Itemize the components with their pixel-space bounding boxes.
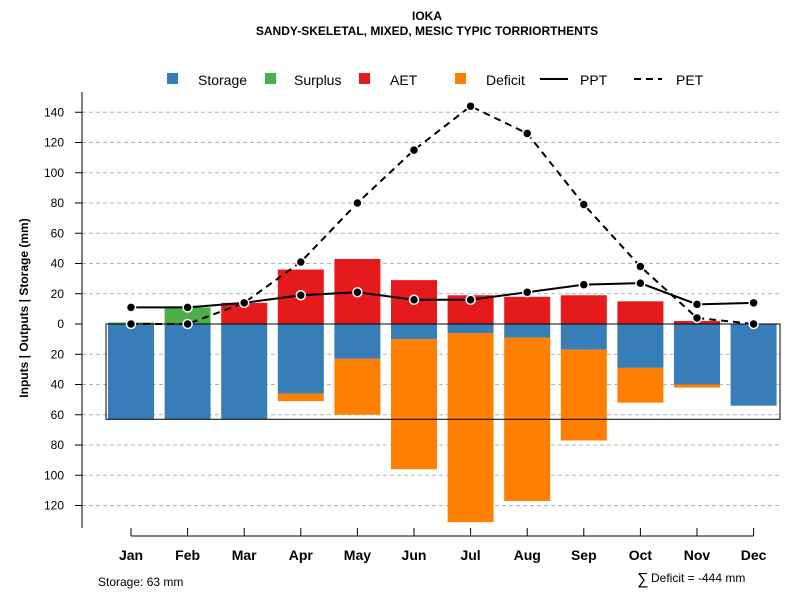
ppt-point [465, 294, 476, 306]
pet-point [578, 199, 590, 210]
y-tick-label: 80 [51, 196, 65, 210]
pet-point [182, 318, 193, 330]
chart-title: IOKA [412, 9, 442, 23]
storage-note: Storage: 63 mm [98, 575, 183, 589]
x-tick-label: Feb [175, 547, 200, 563]
x-tick-label: May [344, 547, 371, 563]
x-tick-label: Apr [289, 547, 314, 563]
legend-aet-swatch [359, 73, 370, 84]
ppt-point [352, 286, 363, 298]
y-tick-label: 20 [51, 287, 65, 301]
pet-point [352, 197, 363, 209]
x-tick-label: Jan [119, 547, 143, 563]
x-tick-label: Aug [514, 547, 541, 563]
legend-aet-label: AET [390, 72, 418, 88]
aet-bar [617, 301, 664, 324]
pet-point [691, 312, 703, 324]
aet-bar [504, 296, 551, 324]
ppt-point [748, 297, 759, 309]
y-tick-label: 100 [44, 166, 64, 180]
storage-bar [730, 324, 777, 406]
legend: Storage Surplus AET Deficit PPT PET [167, 72, 704, 88]
storage-bar [334, 324, 381, 359]
x-tick-label: Mar [232, 547, 257, 563]
y-tick-label: 40 [51, 257, 65, 271]
storage-bar [504, 324, 551, 338]
y-tick-label: 120 [44, 499, 64, 513]
deficit-bar [447, 333, 494, 523]
x-tick-label: Sep [571, 547, 597, 563]
legend-ppt-label: PPT [580, 72, 608, 88]
y-axis-label: Inputs | Outputs | Storage (mm) [17, 218, 31, 397]
lines [125, 100, 759, 330]
deficit-bar [560, 349, 607, 441]
aet-bar [221, 302, 268, 324]
ppt-point [295, 290, 307, 301]
storage-bar [674, 324, 720, 385]
ppt-point [238, 297, 250, 309]
aet-bar [560, 295, 607, 324]
storage-bar [221, 324, 268, 420]
x-tick-label: Dec [741, 547, 767, 563]
ppt-line [131, 282, 754, 309]
legend-deficit-label: Deficit [486, 72, 525, 88]
ppt-point [691, 299, 703, 310]
x-tick-label: Jul [460, 547, 480, 563]
storage-bar [391, 324, 437, 340]
pet-point [295, 256, 307, 268]
x-tick-label: Jun [402, 547, 427, 563]
surplus-bar [164, 307, 211, 324]
legend-surplus-label: Surplus [294, 72, 341, 88]
pet-point [125, 318, 137, 330]
pet-point [465, 100, 476, 112]
ppt-point [182, 302, 193, 313]
deficit-bar [277, 393, 324, 402]
legend-deficit-swatch [455, 73, 466, 84]
y-tick-label: 40 [51, 378, 65, 392]
chart-subtitle: SANDY-SKELETAL, MIXED, MESIC TYPIC TORRI… [256, 24, 598, 38]
y-tick-label: 60 [51, 408, 65, 422]
bars [105, 258, 781, 523]
storage-bar [617, 324, 664, 368]
axes: 120 100 80 60 40 20 0 20 40 60 80 100 120 140 Jan Feb Ma… [44, 92, 767, 563]
deficit-sum-icon: ∑ [637, 571, 648, 588]
ppt-point [125, 302, 137, 313]
legend-storage-label: Storage [198, 72, 247, 88]
pet-point [635, 261, 646, 272]
deficit-bar [391, 339, 437, 470]
ppt-point [635, 277, 646, 289]
ppt-point [578, 279, 590, 290]
gridlines [82, 111, 780, 506]
storage-bar [164, 324, 211, 420]
y-tick-label: 120 [44, 136, 64, 150]
y-tick-label: 20 [51, 347, 65, 361]
legend-storage-swatch [167, 73, 178, 84]
y-tick-label: 0 [57, 317, 64, 331]
y-tick-label: 140 [44, 105, 64, 119]
storage-bar [560, 324, 607, 350]
y-tick-label: 80 [51, 438, 65, 452]
storage-bar [447, 324, 494, 334]
legend-surplus-swatch [265, 73, 276, 84]
pet-point [521, 128, 533, 139]
pet-point [748, 318, 759, 330]
x-tick-label: Oct [629, 547, 653, 563]
storage-bar [108, 324, 154, 420]
ppt-point [408, 294, 420, 306]
deficit-bar [674, 384, 720, 388]
deficit-bar [334, 358, 381, 415]
y-tick-label: 100 [44, 468, 64, 482]
x-tick-label: Nov [684, 547, 711, 563]
pet-point [408, 144, 420, 156]
deficit-note: Deficit = -444 mm [651, 571, 745, 585]
y-tick-label: 60 [51, 226, 65, 240]
storage-bar [277, 324, 324, 394]
deficit-bar [617, 367, 664, 403]
legend-pet-label: PET [676, 72, 704, 88]
ppt-point [521, 286, 533, 298]
storage-capacity-box [105, 323, 781, 420]
